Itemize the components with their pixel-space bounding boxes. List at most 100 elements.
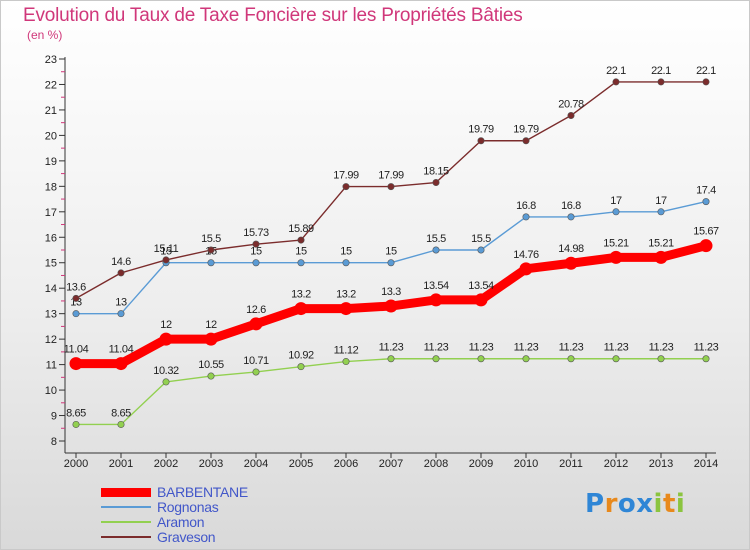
data-label-aramon: 8.65 bbox=[66, 407, 86, 419]
data-label-rognonas: 15 bbox=[250, 246, 262, 258]
data-point-graveson bbox=[432, 179, 440, 187]
data-point-graveson bbox=[522, 137, 530, 145]
y-tick-label: 12 bbox=[45, 334, 57, 346]
data-point-rognonas bbox=[387, 259, 395, 267]
x-tick-label: 2011 bbox=[559, 458, 583, 470]
data-label-rognonas: 16.8 bbox=[561, 200, 581, 212]
data-label-aramon: 11.23 bbox=[649, 342, 674, 354]
y-tick-label: 22 bbox=[45, 79, 57, 91]
y-tick-label: 23 bbox=[45, 54, 57, 66]
data-point-aramon bbox=[117, 420, 125, 428]
data-point-graveson bbox=[567, 112, 575, 120]
x-tick-label: 2005 bbox=[289, 458, 313, 470]
data-point-aramon bbox=[162, 378, 170, 386]
data-label-graveson: 17.99 bbox=[378, 170, 404, 182]
x-tick-label: 2008 bbox=[424, 458, 448, 470]
data-label-graveson: 13.6 bbox=[66, 281, 86, 293]
y-tick-label: 10 bbox=[45, 385, 57, 397]
data-point-barbentane bbox=[159, 332, 173, 346]
data-point-aramon bbox=[612, 355, 620, 363]
chart-unit: (en %) bbox=[27, 28, 63, 42]
data-label-barbentane: 15.21 bbox=[603, 237, 629, 249]
data-label-aramon: 11.23 bbox=[514, 342, 539, 354]
data-point-barbentane bbox=[204, 332, 218, 346]
data-label-rognonas: 15.5 bbox=[471, 233, 491, 245]
data-label-barbentane: 15.67 bbox=[693, 226, 719, 238]
data-label-aramon: 11.23 bbox=[604, 342, 629, 354]
legend-swatch-rognonas bbox=[101, 506, 151, 508]
data-point-barbentane bbox=[699, 239, 713, 253]
legend-swatch-barbentane bbox=[101, 487, 151, 497]
data-label-graveson: 14.6 bbox=[111, 256, 131, 268]
data-label-aramon: 11.23 bbox=[379, 342, 404, 354]
data-point-barbentane bbox=[294, 302, 308, 316]
x-tick-label: 2001 bbox=[109, 458, 133, 470]
legend-label-graveson: Graveson bbox=[157, 529, 216, 545]
data-point-aramon bbox=[297, 363, 305, 371]
data-point-rognonas bbox=[522, 213, 530, 221]
data-label-aramon: 11.23 bbox=[694, 342, 719, 354]
data-point-aramon bbox=[657, 355, 665, 363]
logo-letter: i bbox=[675, 489, 686, 519]
data-point-rognonas bbox=[117, 310, 125, 318]
y-tick-label: 19 bbox=[45, 156, 57, 168]
data-label-barbentane: 13.54 bbox=[423, 280, 449, 292]
data-label-graveson: 19.79 bbox=[513, 124, 539, 136]
data-point-rognonas bbox=[72, 310, 80, 318]
data-point-rognonas bbox=[432, 246, 440, 254]
data-label-aramon: 8.65 bbox=[111, 407, 131, 419]
data-point-rognonas bbox=[612, 208, 620, 216]
data-label-graveson: 20.78 bbox=[558, 99, 584, 111]
y-tick-label: 21 bbox=[45, 105, 57, 117]
data-label-barbentane: 14.76 bbox=[513, 249, 539, 261]
data-label-rognonas: 15 bbox=[295, 246, 307, 258]
x-tick-label: 2002 bbox=[154, 458, 178, 470]
x-tick-label: 2000 bbox=[64, 458, 88, 470]
data-label-barbentane: 13.2 bbox=[336, 289, 356, 301]
data-point-aramon bbox=[72, 420, 80, 428]
data-label-rognonas: 17 bbox=[655, 195, 667, 207]
y-tick-label: 15 bbox=[45, 258, 57, 270]
data-point-graveson bbox=[162, 256, 170, 264]
chart-title: Evolution du Taux de Taxe Foncière sur l… bbox=[23, 5, 523, 26]
data-point-barbentane bbox=[429, 293, 443, 307]
data-point-graveson bbox=[117, 269, 125, 277]
data-point-graveson bbox=[657, 78, 665, 86]
data-point-rognonas bbox=[657, 208, 665, 216]
legend-label-barbentane: BARBENTANE bbox=[157, 484, 248, 500]
logo-letter: t bbox=[662, 489, 676, 519]
data-point-rognonas bbox=[702, 198, 710, 206]
data-point-aramon bbox=[207, 372, 215, 380]
data-label-barbentane: 13.54 bbox=[468, 280, 494, 292]
data-label-rognonas: 13 bbox=[115, 297, 127, 309]
data-point-graveson bbox=[207, 246, 215, 254]
logo-letter: P bbox=[585, 489, 605, 519]
data-label-aramon: 11.23 bbox=[424, 342, 449, 354]
data-point-rognonas bbox=[342, 259, 350, 267]
data-point-barbentane bbox=[114, 357, 128, 371]
data-label-barbentane: 15.21 bbox=[648, 237, 674, 249]
data-label-graveson: 22.1 bbox=[606, 65, 626, 77]
data-label-graveson: 22.1 bbox=[651, 65, 671, 77]
data-point-barbentane bbox=[609, 250, 623, 264]
data-label-rognonas: 15 bbox=[385, 246, 397, 258]
data-label-barbentane: 11.04 bbox=[64, 344, 89, 356]
y-tick-label: 17 bbox=[45, 207, 57, 219]
data-point-barbentane bbox=[519, 262, 533, 276]
data-label-rognonas: 15.5 bbox=[426, 233, 446, 245]
data-point-aramon bbox=[342, 358, 350, 366]
data-point-aramon bbox=[702, 355, 710, 363]
data-label-graveson: 15.89 bbox=[288, 223, 314, 235]
data-point-barbentane bbox=[249, 317, 263, 331]
data-point-barbentane bbox=[564, 256, 578, 270]
data-label-graveson: 15.5 bbox=[201, 233, 221, 245]
data-label-aramon: 11.23 bbox=[559, 342, 584, 354]
x-tick-label: 2012 bbox=[604, 458, 628, 470]
data-point-graveson bbox=[477, 137, 485, 145]
data-label-aramon: 10.92 bbox=[288, 350, 314, 362]
y-tick-label: 13 bbox=[45, 309, 57, 321]
data-label-rognonas: 17 bbox=[610, 195, 622, 207]
logo-letter: i bbox=[653, 489, 663, 519]
legend-swatch-graveson bbox=[101, 536, 151, 538]
